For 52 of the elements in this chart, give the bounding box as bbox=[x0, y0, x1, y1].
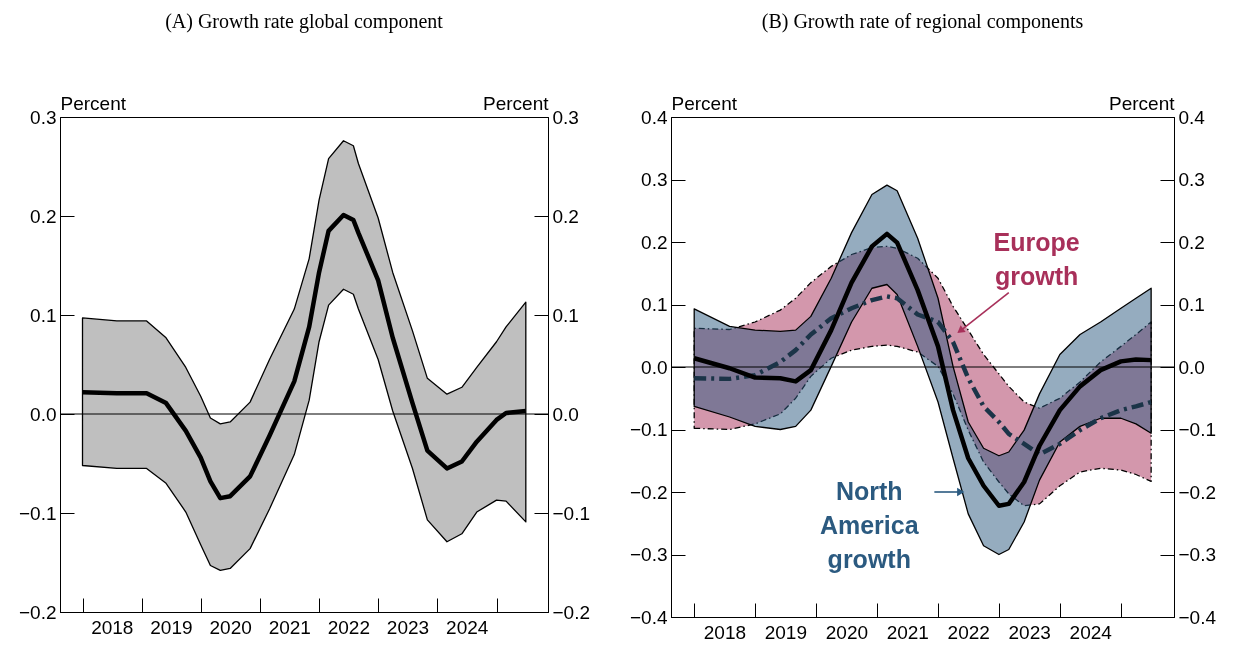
y2-tick-label: −0.4 bbox=[1178, 606, 1217, 628]
x-tick-label: 2020 bbox=[209, 616, 252, 638]
y-tick-label: −0.2 bbox=[629, 481, 668, 503]
x-tick-label: 2019 bbox=[150, 616, 193, 638]
y2-tick-label: 0.0 bbox=[552, 403, 579, 425]
y-tick-label: −0.4 bbox=[629, 606, 668, 628]
y2-tick-label: 0.2 bbox=[552, 205, 579, 227]
x-tick-label: 2024 bbox=[1069, 621, 1113, 643]
y2-tick-label: −0.2 bbox=[1178, 481, 1217, 503]
x-tick-label: 2023 bbox=[1008, 621, 1051, 643]
y-tick-label: −0.1 bbox=[629, 419, 668, 440]
y2-tick-label: 0.4 bbox=[1178, 106, 1206, 128]
y-tick-label: −0.3 bbox=[629, 544, 668, 565]
y2-tick-label: −0.2 bbox=[552, 601, 591, 623]
y2-axis-title: Percent bbox=[483, 92, 550, 114]
chart-title: (B) Growth rate of regional components bbox=[761, 10, 1084, 33]
x-tick-label: 2022 bbox=[947, 621, 990, 643]
y-tick-label: −0.2 bbox=[18, 601, 57, 623]
x-tick-label: 2024 bbox=[446, 616, 489, 638]
y-tick-label: 0.1 bbox=[30, 304, 57, 326]
y2-tick-label: −0.1 bbox=[1178, 419, 1217, 440]
y2-tick-label: 0.3 bbox=[1178, 169, 1205, 190]
text: Europe growth bbox=[993, 228, 1080, 291]
y-tick-label: −0.1 bbox=[18, 502, 57, 524]
y-tick-label: 0.0 bbox=[30, 403, 57, 425]
x-tick-label: 2023 bbox=[386, 616, 430, 638]
y-tick-label: 0.3 bbox=[641, 169, 668, 190]
y-tick-label: 0.0 bbox=[641, 356, 668, 378]
y-tick-label: 0.3 bbox=[30, 106, 57, 128]
x-tick-label: 2021 bbox=[886, 621, 929, 643]
y2-tick-label: −0.3 bbox=[1178, 544, 1217, 565]
x-tick-label: 2018 bbox=[703, 621, 747, 643]
y-tick-label: 0.4 bbox=[641, 106, 668, 128]
x-tick-label: 2019 bbox=[764, 621, 807, 643]
text: North America growth bbox=[819, 477, 920, 573]
x-tick-label: 2021 bbox=[268, 616, 311, 638]
y-axis-title: Percent bbox=[60, 92, 127, 114]
y2-tick-label: 0.3 bbox=[552, 106, 579, 128]
y2-tick-label: 0.0 bbox=[1178, 356, 1205, 378]
y-tick-label: 0.2 bbox=[30, 205, 57, 227]
y2-tick-label: 0.1 bbox=[1178, 294, 1205, 315]
y-tick-label: 0.2 bbox=[641, 231, 668, 253]
y2-tick-label: 0.1 bbox=[552, 304, 579, 326]
x-tick-label: 2018 bbox=[91, 616, 134, 638]
x-tick-label: 2022 bbox=[327, 616, 370, 638]
y-tick-label: 0.1 bbox=[641, 294, 668, 315]
y2-axis-title: Percent bbox=[1109, 92, 1176, 114]
chart-title: (A) Growth rate global component bbox=[165, 10, 444, 33]
y2-tick-label: 0.2 bbox=[1178, 231, 1205, 253]
y2-tick-label: −0.1 bbox=[552, 502, 591, 524]
y-axis-title: Percent bbox=[671, 92, 738, 114]
x-tick-label: 2020 bbox=[825, 621, 869, 643]
